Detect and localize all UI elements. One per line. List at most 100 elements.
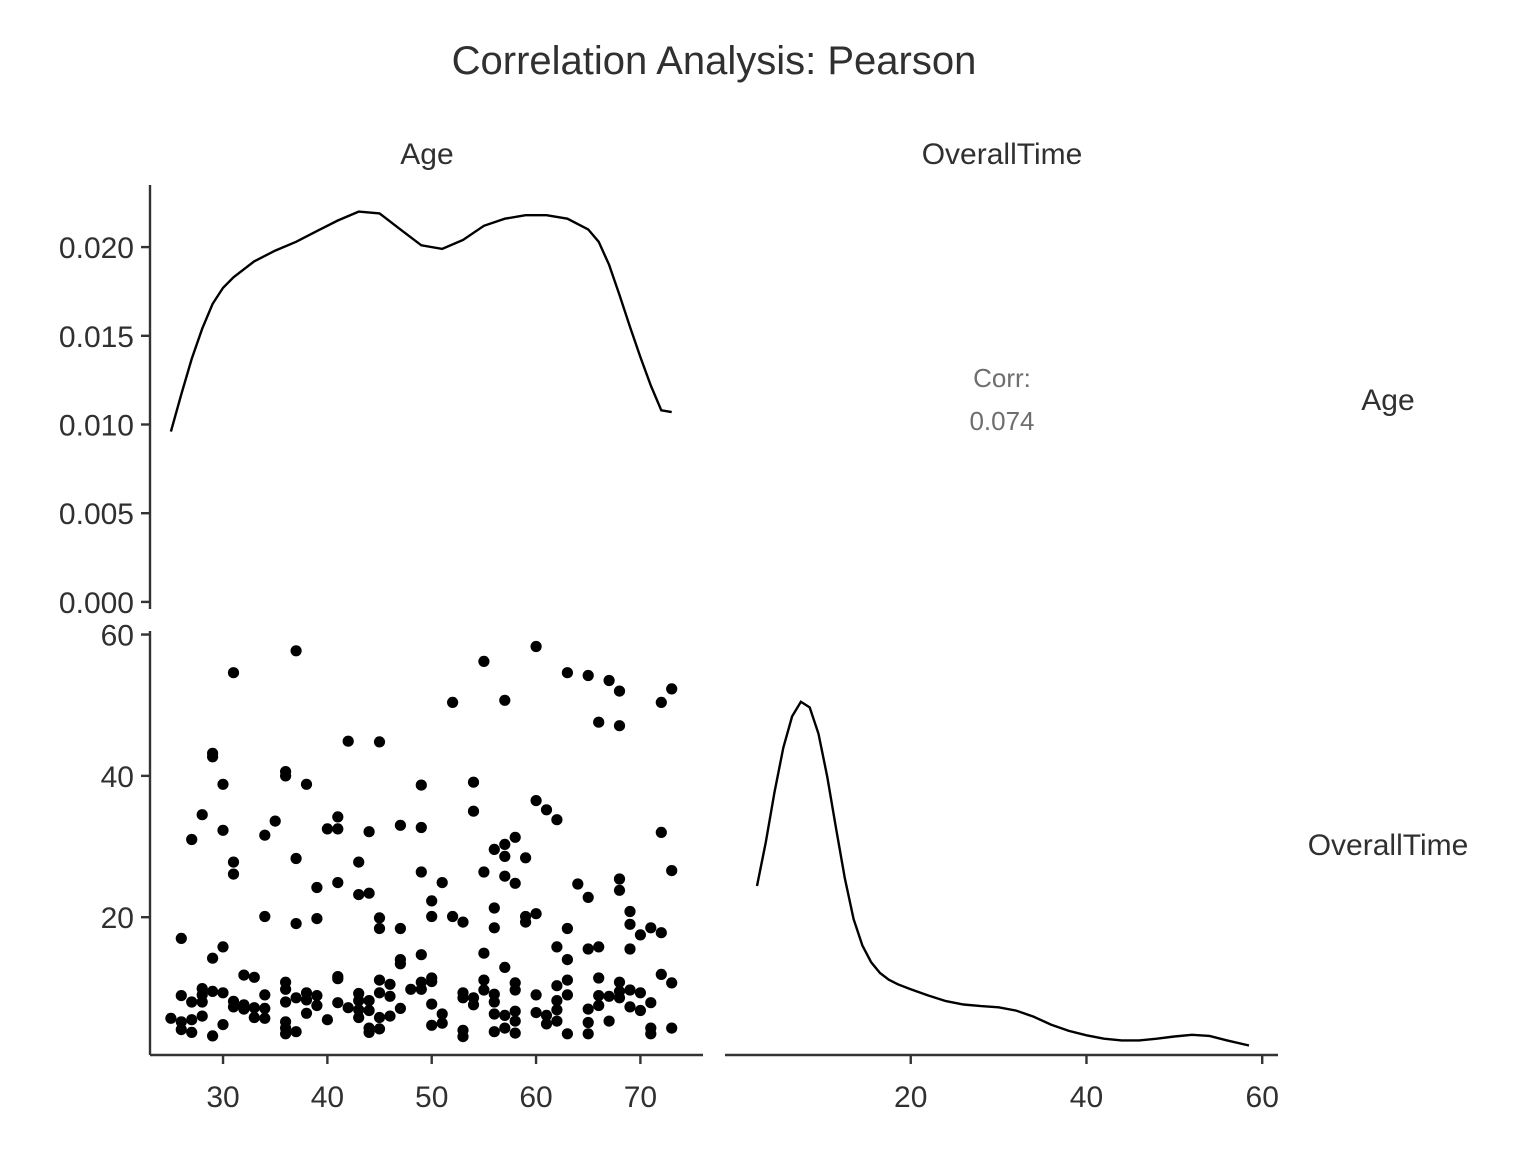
age-x-tick-label: 30 — [206, 1081, 239, 1114]
chart-title: Correlation Analysis: Pearson — [452, 39, 977, 83]
scatter-point — [415, 866, 427, 878]
scatter-point — [613, 976, 626, 988]
scatter-point — [624, 905, 636, 918]
overalltime-density-panel: 20 40 60 — [725, 700, 1279, 1114]
scatter-point — [186, 1014, 198, 1026]
scatter-point — [509, 831, 521, 843]
scatter-point — [530, 1007, 542, 1019]
scatter-point — [551, 1004, 563, 1016]
scatter-point — [478, 655, 490, 668]
scatter-point — [666, 977, 678, 989]
scatter-point — [259, 910, 271, 923]
scatter-point — [582, 669, 594, 682]
scatter-point — [332, 973, 344, 985]
scatter-point — [551, 814, 563, 826]
scatter-point — [426, 975, 438, 988]
scatter-point — [655, 826, 667, 839]
age-density-y-tick-label: 0.015 — [59, 321, 134, 354]
overalltime-x-tick-label: 60 — [1246, 1081, 1279, 1114]
scatter-point — [561, 974, 574, 986]
scatter-point — [457, 992, 469, 1004]
scatter-point — [509, 1027, 521, 1039]
scatter-point — [373, 736, 386, 748]
scatter-point — [227, 667, 240, 679]
scatter-point — [384, 990, 396, 1002]
scatter-point — [217, 824, 229, 836]
overalltime-x-tick-label: 20 — [894, 1081, 927, 1114]
scatter-point — [582, 943, 594, 955]
scatter-point — [488, 922, 500, 934]
scatter-point — [300, 778, 313, 790]
scatter-point — [426, 895, 438, 907]
scatter-point — [259, 829, 271, 841]
scatter-point — [582, 1003, 594, 1015]
scatter-point — [645, 1028, 657, 1040]
scatter-point — [551, 941, 563, 953]
scatter-point — [624, 1001, 636, 1013]
scatter-point — [499, 961, 511, 974]
scatter-point — [572, 878, 584, 890]
scatter-point — [593, 716, 605, 728]
scatter-point — [509, 1005, 521, 1017]
scatter-point — [613, 873, 626, 885]
scatter-point — [530, 795, 542, 807]
scatter-point — [217, 1019, 229, 1031]
scatter-point — [248, 1002, 260, 1014]
scatter-point — [551, 1015, 563, 1027]
scatter-point — [290, 992, 302, 1004]
scatter-y-tick-label: 40 — [101, 761, 134, 794]
scatter-point — [603, 1015, 615, 1027]
scatter-point — [175, 990, 187, 1002]
scatter-point — [530, 908, 542, 920]
scatter-point — [384, 1010, 396, 1022]
scatter-point — [561, 954, 574, 966]
scatter-point — [373, 1023, 386, 1035]
scatter-point — [332, 997, 344, 1009]
scatter-point — [613, 992, 626, 1004]
scatter-point — [467, 776, 480, 788]
scatter-point — [217, 941, 229, 953]
scatter-point — [645, 997, 657, 1009]
scatter-point — [613, 884, 626, 896]
correlation-value: 0.074 — [969, 406, 1034, 436]
scatter-point — [373, 987, 386, 999]
scatter-point — [332, 811, 344, 823]
scatter-point — [551, 995, 563, 1007]
scatter-point — [394, 922, 406, 935]
scatter-point — [353, 1004, 365, 1016]
scatter-point — [582, 891, 594, 904]
scatter-point — [499, 694, 511, 706]
scatter-point — [488, 1008, 500, 1020]
scatter-point — [478, 866, 490, 878]
scatter-point — [217, 778, 229, 790]
scatter-point — [342, 1002, 354, 1014]
scatter-point — [175, 932, 187, 945]
scatter-point — [593, 990, 605, 1002]
scatter-point — [488, 1026, 500, 1038]
scatter-point — [415, 821, 427, 834]
scatter-point — [582, 1016, 594, 1029]
scatter-point — [634, 987, 647, 999]
scatter-point — [280, 996, 292, 1008]
scatter-point — [520, 852, 532, 864]
scatter-point — [447, 910, 459, 923]
scatter-point — [499, 850, 511, 863]
scatter-point — [415, 983, 427, 995]
scatter-point — [280, 983, 292, 995]
scatter-point — [259, 1002, 271, 1015]
scatter-point — [436, 1017, 448, 1029]
scatter-point — [582, 1028, 594, 1040]
age-density-y-tick-label: 0.010 — [59, 409, 134, 442]
scatter-point — [613, 685, 626, 697]
scatter-point — [655, 968, 667, 981]
scatter-point — [332, 877, 344, 889]
scatter-point — [488, 843, 500, 856]
scatter-point — [613, 720, 626, 732]
scatter-point — [509, 984, 521, 996]
scatter-point — [321, 1014, 333, 1026]
scatter-point — [405, 983, 417, 995]
scatter-point — [186, 996, 198, 1008]
scatter-point — [332, 823, 344, 835]
scatter-point — [624, 918, 636, 930]
